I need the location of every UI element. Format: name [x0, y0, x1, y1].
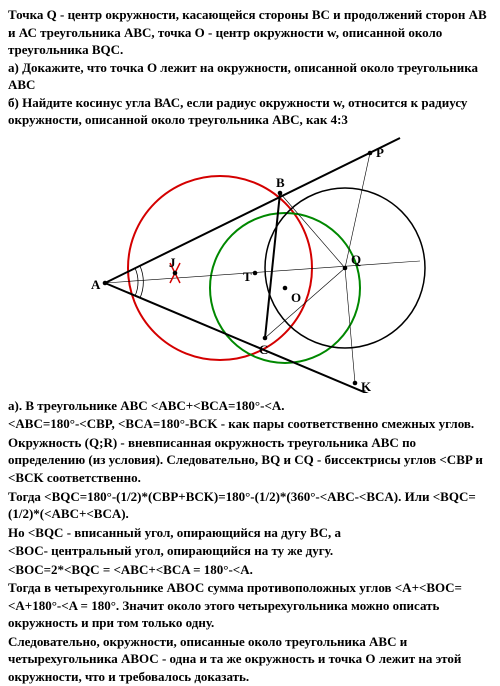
svg-text:Q: Q — [351, 252, 361, 267]
problem-statement: Точка Q - центр окружности, касающейся с… — [8, 6, 492, 129]
svg-text:C: C — [259, 342, 268, 357]
geometry-diagram: A B C O Q J T P K — [8, 133, 492, 393]
svg-text:T: T — [243, 269, 252, 284]
svg-text:A: A — [91, 277, 101, 292]
svg-text:O: O — [291, 290, 301, 305]
svg-text:B: B — [276, 175, 285, 190]
sol-line: <BOC=2*<BQC = <ABC+<BCA = 180°-<A. — [8, 561, 492, 579]
diagram-svg: A B C O Q J T P K — [60, 133, 440, 393]
problem-intro: Точка Q - центр окружности, касающейся с… — [8, 7, 487, 57]
sol-line: а). В треугольнике АВС <ABC+<BCA=180°-<A… — [8, 397, 492, 415]
problem-b: б) Найдите косинус угла ВАС, если радиус… — [8, 95, 467, 128]
svg-text:K: K — [361, 379, 372, 393]
svg-text:P: P — [376, 145, 384, 160]
sol-line: Но <BQC - вписанный угол, опирающийся на… — [8, 524, 492, 542]
problem-a: а) Докажите, что точка О лежит на окружн… — [8, 60, 478, 93]
sol-line: Тогда <BQC=180°-(1/2)*(CBP+BCK)=180°-(1/… — [8, 488, 492, 523]
sol-line: Тогда в четырехугольнике АВОС сумма прот… — [8, 579, 492, 632]
sol-line: <ABC=180°-<CBP, <BCA=180°-BCK - как пары… — [8, 415, 492, 433]
sol-line: Следовательно, окружности, описанные око… — [8, 633, 492, 686]
sol-line: Окружность (Q;R) - вневписанная окружнос… — [8, 434, 492, 487]
sol-line: <BOC- центральный угол, опирающийся на т… — [8, 542, 492, 560]
solution-text: а). В треугольнике АВС <ABC+<BCA=180°-<A… — [8, 397, 492, 686]
svg-text:J: J — [169, 255, 176, 270]
